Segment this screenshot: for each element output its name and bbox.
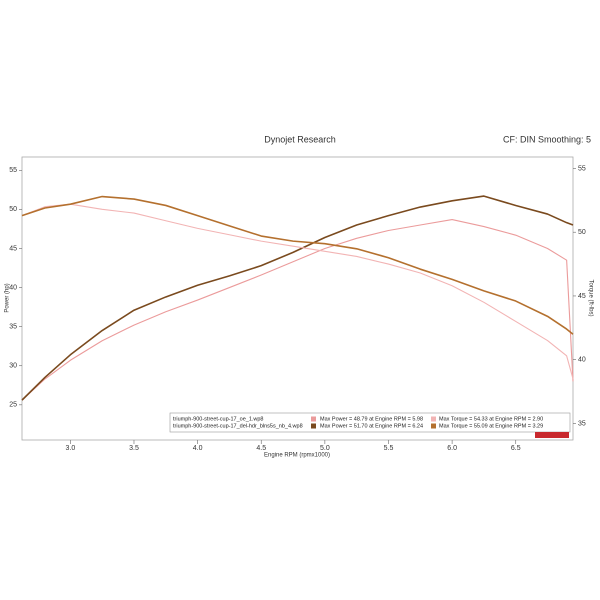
- series-line: [21, 195, 574, 401]
- logo: [535, 432, 569, 438]
- y-tick-label: 35: [9, 323, 17, 330]
- y2-tick-label: 55: [578, 165, 586, 172]
- legend-max-power: Max Power = 48.79 at Engine RPM = 5.98: [320, 416, 423, 422]
- y-tick-label: 40: [9, 284, 17, 291]
- y-tick-label: 25: [9, 402, 17, 409]
- legend-max-power: Max Power = 51.70 at Engine RPM = 6.24: [320, 423, 423, 429]
- x-axis-label: Engine RPM (rpmx1000): [264, 453, 330, 459]
- x-tick-label: 5.5: [384, 445, 394, 452]
- legend-file: triumph-900-street-cup-17_oe_1.wp8: [173, 416, 264, 422]
- curves: [21, 195, 574, 401]
- x-tick-label: 5.0: [320, 445, 330, 452]
- legend-box: [169, 412, 571, 433]
- chart-title: Dynojet Research: [264, 134, 336, 144]
- series-line: [21, 218, 574, 401]
- legend: triumph-900-street-cup-17_oe_1.wp8 Max Po…: [169, 412, 571, 433]
- x-tick-label: 6.0: [447, 445, 457, 452]
- x-tick-label: 3.5: [129, 445, 139, 452]
- y-tick-label: 55: [9, 167, 17, 174]
- y2-tick-label: 40: [578, 357, 586, 364]
- x-tick-label: 4.0: [193, 445, 203, 452]
- x-tick-label: 6.5: [511, 445, 521, 452]
- legend-file: triumph-900-street-cup-17_del-hdr_blns5s…: [173, 423, 303, 429]
- series-line: [21, 203, 574, 379]
- x-tick-label: 4.5: [256, 445, 266, 452]
- y-tick-label: 45: [9, 245, 17, 252]
- y-tick-label: 30: [9, 363, 17, 370]
- legend-swatch: [311, 423, 316, 429]
- legend-swatch: [311, 416, 316, 422]
- series-line: [21, 195, 574, 335]
- y2-axis-label: Torque (ft-lbs): [587, 279, 593, 316]
- annotation: CF: DIN Smoothing: 5: [503, 134, 591, 144]
- y2-tick-label: 35: [578, 420, 586, 427]
- plot-frame: [21, 156, 574, 441]
- x-tick-label: 3.0: [65, 445, 75, 452]
- y2-tick-label: 50: [578, 229, 586, 236]
- y2-tick-label: 45: [578, 293, 586, 300]
- legend-swatch: [431, 423, 436, 429]
- y-tick-label: 50: [9, 206, 17, 213]
- legend-swatch: [431, 416, 436, 422]
- y-axis-label: Power (hp): [5, 283, 11, 312]
- legend-max-torque: Max Torque = 54.33 at Engine RPM = 2.90: [439, 416, 543, 422]
- legend-max-torque: Max Torque = 55.09 at Engine RPM = 3.29: [439, 423, 543, 429]
